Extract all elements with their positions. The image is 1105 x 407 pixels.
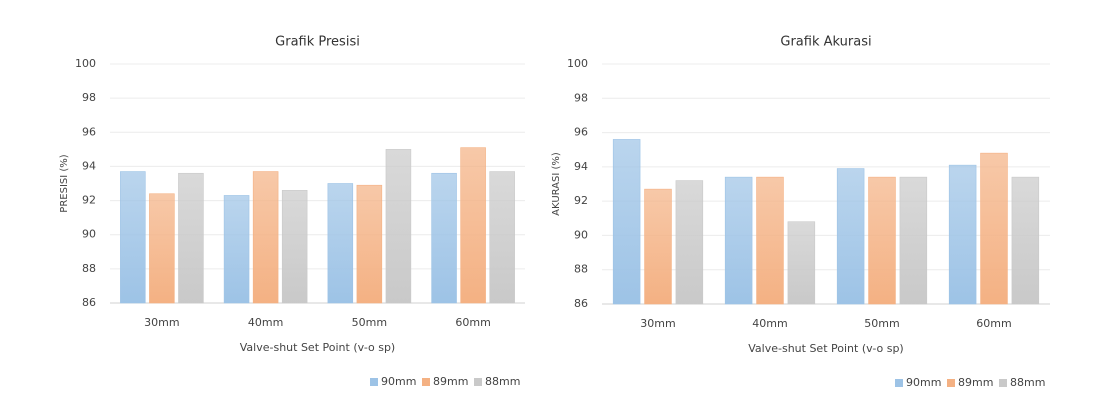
y-tick-label: 94 [82, 159, 96, 172]
bar [756, 176, 784, 305]
bar [356, 184, 383, 304]
y-tick-label: 90 [82, 228, 96, 241]
legend-label: 90mm [906, 376, 941, 389]
y-tick-label: 90 [574, 228, 588, 241]
y-tick-label: 96 [82, 125, 96, 138]
bar [252, 171, 279, 304]
y-tick-label: 98 [574, 91, 588, 104]
y-tick-label: 92 [82, 194, 96, 207]
legend-swatch [895, 379, 903, 387]
y-tick-label: 86 [82, 296, 96, 309]
y-tick-label: 100 [567, 57, 588, 70]
legend-swatch [370, 378, 378, 386]
bar [489, 171, 515, 304]
y-tick-label: 94 [574, 160, 588, 173]
x-tick-label: 50mm [352, 316, 387, 329]
y-tick-label: 96 [574, 126, 588, 139]
legend-swatch [999, 379, 1007, 387]
legend-swatch [422, 378, 430, 386]
y-axis-label: PRESISI (%) [59, 154, 70, 212]
legend-label: 90mm [381, 375, 416, 388]
x-axis-label: Valve-shut Set Point (v-o sp) [240, 341, 395, 354]
y-tick-label: 88 [574, 263, 588, 276]
bar [899, 176, 928, 305]
x-tick-label: 40mm [248, 316, 283, 329]
bar [675, 180, 704, 305]
legend-label: 89mm [433, 375, 468, 388]
bar [431, 172, 457, 304]
bar [327, 183, 354, 304]
bar [223, 195, 250, 304]
bar [460, 147, 486, 304]
legend-swatch [474, 378, 482, 386]
legend-label: 88mm [485, 375, 520, 388]
legend-label: 89mm [958, 376, 993, 389]
x-tick-label: 60mm [976, 317, 1011, 330]
y-tick-label: 98 [82, 91, 96, 104]
bar [980, 152, 1008, 305]
legend-swatch [947, 379, 955, 387]
bar [724, 176, 753, 305]
x-tick-label: 30mm [144, 316, 179, 329]
bar [612, 139, 641, 305]
y-tick-label: 100 [75, 57, 96, 70]
legend-label: 88mm [1010, 376, 1045, 389]
bar [868, 176, 896, 305]
bar [1011, 176, 1040, 305]
bar [385, 149, 412, 304]
x-tick-label: 60mm [455, 316, 490, 329]
y-axis-label: AKURASI (%) [551, 152, 562, 216]
bar [281, 190, 308, 304]
bar [120, 171, 146, 304]
bar [787, 221, 816, 305]
y-tick-label: 88 [82, 262, 96, 275]
x-axis-label: Valve-shut Set Point (v-o sp) [748, 342, 903, 355]
bar [149, 193, 175, 304]
bar [836, 168, 865, 305]
bar [644, 188, 672, 305]
bar [178, 172, 204, 304]
x-tick-label: 40mm [752, 317, 787, 330]
y-tick-label: 86 [574, 297, 588, 310]
x-tick-label: 30mm [640, 317, 675, 330]
y-tick-label: 92 [574, 194, 588, 207]
x-tick-label: 50mm [864, 317, 899, 330]
bar [948, 164, 977, 305]
chart-title: Grafik Akurasi [780, 35, 871, 50]
chart-title: Grafik Presisi [275, 35, 360, 50]
